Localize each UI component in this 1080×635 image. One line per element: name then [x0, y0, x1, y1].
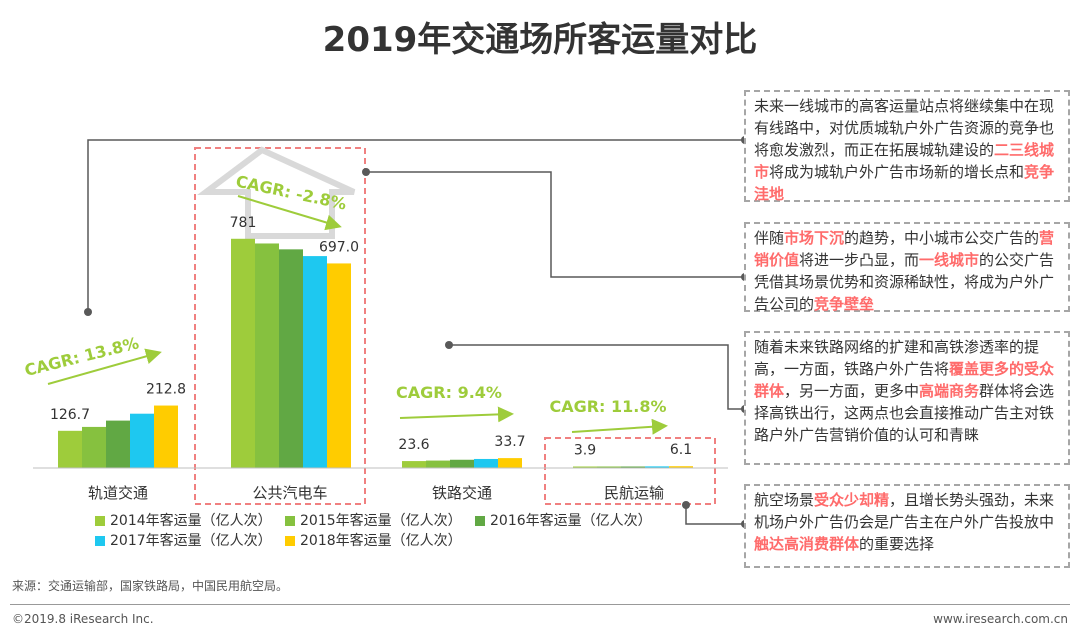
value-label: 781	[230, 215, 257, 231]
bar-0-0	[58, 430, 82, 468]
category-label: 公共汽电车	[252, 484, 327, 502]
legend-item-2015: 2015年客运量（亿人次）	[285, 512, 462, 530]
callout-text: 的公交广告凭借其场景优势和资源稀缺性，将成为户外广告公司的	[754, 251, 1055, 313]
category-label: 轨道交通	[88, 484, 148, 502]
callout-text: 伴随	[754, 229, 785, 247]
highlight-text: 营销价值	[754, 229, 1055, 269]
footer-divider	[10, 604, 1070, 605]
bar-2-3	[474, 458, 498, 468]
bar-3-3	[645, 466, 669, 468]
connector-line-railway	[449, 344, 745, 410]
highlight-text: 高端商务	[919, 382, 980, 400]
callout-text: 随着未来铁路网络的扩建和高铁渗透率的提高，一方面，铁路户外广告将	[754, 338, 1040, 378]
callout-text: 将成为城轨户外广告市场新的增长点和	[769, 163, 1025, 181]
cagr-label: CAGR: 9.4%	[396, 383, 502, 402]
legend-item-2018: 2018年客运量（亿人次）	[285, 532, 462, 550]
bar-2-4	[498, 458, 522, 468]
legend-item-2016: 2016年客运量（亿人次）	[475, 512, 652, 530]
value-label: 6.1	[670, 442, 692, 458]
connector-line-aviation	[685, 505, 745, 525]
source-note: 来源：交通运输部，国家铁路局，中国民用航空局。	[12, 579, 289, 593]
copyright-text: ©2019.8 iResearch Inc.	[12, 612, 154, 626]
bar-1-1	[255, 243, 279, 468]
highlight-text: 覆盖更多的受众群体	[754, 360, 1055, 400]
cagr-arrow	[47, 348, 162, 385]
highlight-text: 市场下沉	[784, 229, 845, 247]
bar-1-2	[279, 249, 303, 468]
legend-label: 2015年客运量（亿人次）	[300, 513, 462, 529]
highlight-text: 竞争洼地	[754, 163, 1055, 203]
connector-dot	[84, 308, 92, 316]
category-label: 民航运输	[604, 484, 664, 502]
callout-text: 的趋势，中小城市公交广告的	[844, 229, 1040, 247]
bar-1-4	[327, 263, 351, 468]
bar-0-1	[82, 426, 106, 468]
value-label: 697.0	[319, 239, 359, 255]
cagr-arrow	[237, 195, 342, 231]
legend-swatch	[285, 536, 295, 546]
cagr-label: CAGR: 11.8%	[549, 397, 666, 416]
legend-label: 2018年客运量（亿人次）	[300, 533, 462, 549]
connector-dot	[682, 501, 690, 509]
value-label: 33.7	[494, 434, 525, 450]
connector-dot	[445, 341, 453, 349]
callout-aviation: 航空场景受众少却精，且增长势头强劲，未来机场户外广告仍会是广告主在户外广告投放中…	[744, 484, 1070, 568]
callout-text: ，且增长势头强劲，未来机场户外广告仍会是广告主在户外广告投放中	[754, 491, 1055, 531]
highlight-box-bus	[194, 147, 366, 505]
legend-swatch	[95, 516, 105, 526]
website-link[interactable]: www.iresearch.com.cn	[933, 612, 1068, 626]
connector-dot	[362, 168, 370, 176]
highlight-text: 二三线城市	[754, 141, 1055, 181]
bar-3-4	[669, 466, 693, 468]
callout-text: 航空场景	[754, 491, 815, 509]
highlight-text: 竞争壁垒	[814, 295, 875, 313]
legend-swatch	[475, 516, 485, 526]
connector-line-rail	[87, 139, 745, 312]
callout-railway: 随着未来铁路网络的扩建和高铁渗透率的提高，一方面，铁路户外广告将覆盖更多的受众群…	[744, 331, 1070, 465]
bar-3-1	[597, 466, 621, 468]
callout-text: ，另一方面，更多中	[784, 382, 920, 400]
highlight-text: 一线城市	[919, 251, 980, 269]
legend-swatch	[95, 536, 105, 546]
callout-text: 群体将会选择高铁出行，这两点也会直接推动广告主对铁路户外广告营销价值的认可和青睐	[754, 382, 1055, 444]
connector-line-bus	[366, 171, 745, 278]
bar-0-3	[130, 413, 154, 468]
decline-arrow-shape	[197, 146, 356, 239]
callout-rail-transit: 未来一线城市的高客运量站点将继续集中在现有线路中，对优质城轨户外广告资源的竞争也…	[744, 90, 1070, 203]
legend-item-2014: 2014年客运量（亿人次）	[95, 512, 272, 530]
cagr-label: CAGR: 13.8%	[23, 333, 141, 380]
legend-item-2017: 2017年客运量（亿人次）	[95, 532, 272, 550]
bar-1-3	[303, 256, 327, 468]
callout-text: 的重要选择	[859, 535, 935, 553]
cagr-arrow	[399, 406, 514, 423]
value-label: 23.6	[398, 437, 429, 453]
bar-3-0	[573, 466, 597, 468]
highlight-box-aviation	[544, 437, 716, 505]
category-label: 铁路交通	[432, 484, 492, 502]
bar-2-0	[402, 461, 426, 468]
highlight-text: 受众少却精	[814, 491, 890, 509]
cagr-arrow	[571, 418, 668, 435]
legend-swatch	[285, 516, 295, 526]
legend-label: 2014年客运量（亿人次）	[110, 513, 272, 529]
page-title: 2019年交通场所客运量对比	[322, 20, 758, 60]
value-label: 126.7	[50, 407, 90, 423]
callout-text: 未来一线城市的高客运量站点将继续集中在现有线路中，对优质城轨户外广告资源的竞争也…	[754, 97, 1055, 159]
value-label: 3.9	[574, 443, 596, 459]
bar-3-2	[621, 466, 645, 468]
bar-2-1	[426, 460, 450, 468]
bar-1-0	[231, 238, 255, 468]
bar-2-2	[450, 459, 474, 468]
legend-label: 2017年客运量（亿人次）	[110, 533, 272, 549]
highlight-text: 触达高消费群体	[754, 535, 860, 553]
bar-0-4	[154, 405, 178, 468]
callout-text: 将进一步凸显，而	[799, 251, 920, 269]
value-label: 212.8	[146, 382, 186, 398]
legend-label: 2016年客运量（亿人次）	[490, 513, 652, 529]
callout-bus: 伴随市场下沉的趋势，中小城市公交广告的营销价值将进一步凸显，而一线城市的公交广告…	[744, 222, 1070, 313]
bar-0-2	[106, 420, 130, 468]
